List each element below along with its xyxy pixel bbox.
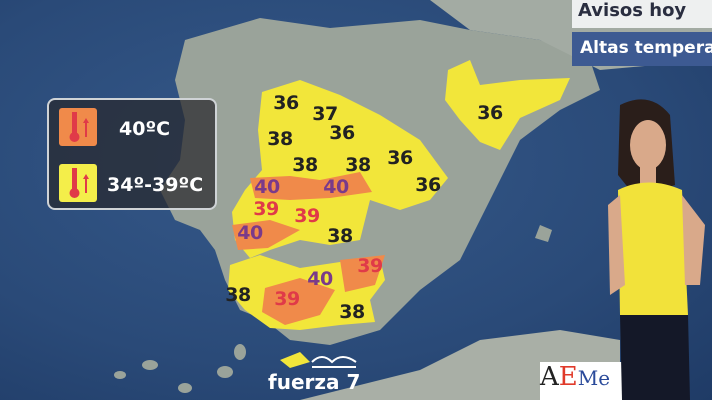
legend-label-orange: 40ºC [119,118,171,140]
orange-zone-3 [262,278,335,325]
temp-label: 36 [387,147,413,169]
temp-label: 40 [307,268,333,290]
temp-label: 38 [339,301,365,323]
header-subtitle: Altas tempera [572,32,712,66]
orange-zone-2 [232,220,300,250]
temp-label: 37 [312,103,338,125]
temp-label: 39 [253,198,279,220]
yellow-zone-center [232,80,448,258]
yellow-zone-east [445,60,570,150]
temp-label: 38 [345,154,371,176]
orange-zone-1 [250,172,372,200]
aemet-logo: AEMe [540,362,630,400]
canary-islands [114,344,246,393]
temp-label: 40 [237,222,263,244]
temp-label: 39 [294,205,320,227]
waves-logo-icon [311,356,357,368]
orange-zone-4 [340,255,385,292]
thermometer-up-icon [59,108,97,146]
temp-label: 39 [357,255,383,277]
temp-label: 36 [415,174,441,196]
temperature-legend: 40ºC 34º-39ºC [47,98,217,210]
temp-label: 40 [254,176,280,198]
temp-label: 36 [329,122,355,144]
temp-label: 36 [273,92,299,114]
legend-label-yellow: 34º-39ºC [107,174,204,196]
balearic-land [535,225,552,242]
temp-label: 38 [267,128,293,150]
channel-logo: fuerza 7 [268,370,361,394]
temp-label: 40 [323,176,349,198]
temp-label: 38 [292,154,318,176]
temp-label: 38 [327,225,353,247]
presenter [608,99,705,400]
thermometer-up-icon [59,164,97,202]
header-title: Avisos hoy [572,0,712,28]
temp-label: 38 [225,284,251,306]
gibraltar-zone [280,352,310,368]
temp-label: 36 [477,102,503,124]
temp-label: 39 [274,288,300,310]
